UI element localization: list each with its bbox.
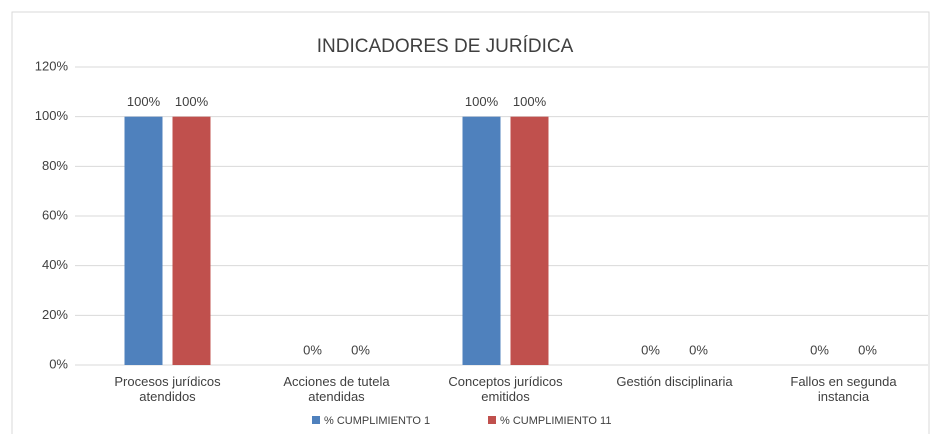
x-tick-label: Acciones de tutela atendidas <box>283 374 390 404</box>
data-label: 0% <box>303 342 322 357</box>
data-label: 0% <box>858 342 877 357</box>
data-label: 0% <box>810 342 829 357</box>
y-tick-label: 80% <box>42 158 68 173</box>
y-tick-label: 40% <box>42 257 68 272</box>
data-label: 0% <box>641 342 660 357</box>
data-label: 0% <box>351 342 370 357</box>
bar <box>172 116 211 366</box>
x-tick-label: Procesos jurídicos atendidos <box>114 374 221 404</box>
data-label: 100% <box>127 94 161 109</box>
x-tick-label: Gestión disciplinaria <box>616 374 733 389</box>
bar <box>462 116 501 366</box>
legend-swatch <box>312 416 320 424</box>
y-tick-label: 120% <box>35 58 69 73</box>
x-tick-label: Conceptos jurídicos emitidos <box>448 374 563 404</box>
y-tick-label: 0% <box>49 356 68 371</box>
y-tick-label: 60% <box>42 207 68 222</box>
legend-label: % CUMPLIMIENTO 11 <box>500 415 611 427</box>
y-tick-label: 100% <box>35 108 69 123</box>
legend-swatch <box>488 416 496 424</box>
chart-title: INDICADORES DE JURÍDICA <box>317 36 574 57</box>
data-label: 100% <box>175 94 209 109</box>
bar <box>510 116 549 366</box>
y-tick-label: 20% <box>42 307 68 322</box>
data-label: 100% <box>513 94 547 109</box>
data-label: 100% <box>465 94 499 109</box>
bar <box>124 116 163 366</box>
legend-label: % CUMPLIMIENTO 1 <box>324 415 430 427</box>
x-tick-label: Fallos en segunda instancia <box>790 374 897 404</box>
data-label: 0% <box>689 342 708 357</box>
